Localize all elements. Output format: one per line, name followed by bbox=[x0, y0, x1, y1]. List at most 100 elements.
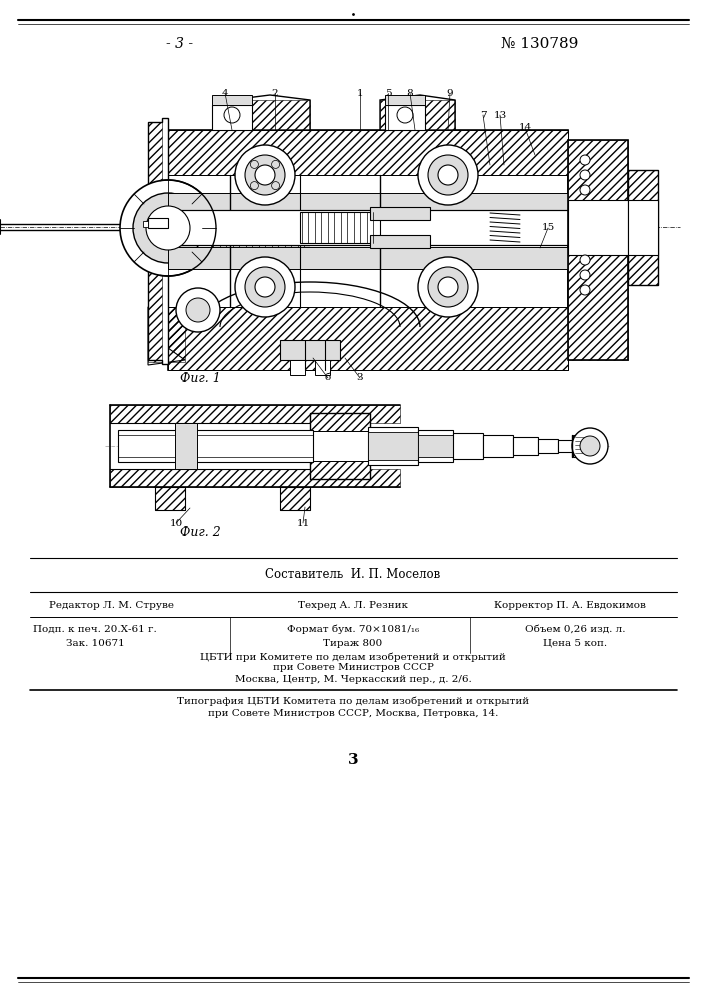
Bar bbox=[280, 340, 340, 360]
Bar bbox=[315, 360, 330, 375]
Circle shape bbox=[418, 145, 478, 205]
Text: при Совете Министров СССР, Москва, Петровка, 14.: при Совете Министров СССР, Москва, Петро… bbox=[208, 708, 498, 718]
Bar bbox=[168, 193, 568, 215]
Bar bbox=[370, 207, 430, 220]
Circle shape bbox=[245, 155, 285, 195]
Text: Цена 5 коп.: Цена 5 коп. bbox=[543, 639, 607, 648]
Text: б: б bbox=[325, 373, 331, 382]
Bar bbox=[310, 461, 370, 479]
Bar bbox=[290, 360, 305, 375]
Circle shape bbox=[133, 193, 203, 263]
Circle shape bbox=[580, 185, 590, 195]
Polygon shape bbox=[380, 95, 455, 130]
Bar bbox=[212, 105, 252, 130]
Circle shape bbox=[580, 255, 590, 265]
Bar bbox=[453, 433, 483, 459]
Circle shape bbox=[418, 257, 478, 317]
Bar bbox=[143, 221, 148, 227]
Circle shape bbox=[245, 267, 285, 307]
Text: 11: 11 bbox=[296, 518, 310, 528]
Bar bbox=[118, 430, 313, 462]
Text: Объем 0,26 изд. л.: Объем 0,26 изд. л. bbox=[525, 624, 625, 634]
Bar bbox=[418, 435, 453, 457]
Bar bbox=[573, 435, 591, 457]
Text: 7: 7 bbox=[479, 110, 486, 119]
Text: 8: 8 bbox=[407, 89, 414, 98]
Bar bbox=[385, 95, 425, 105]
Circle shape bbox=[438, 277, 458, 297]
Bar bbox=[310, 413, 370, 431]
Circle shape bbox=[224, 107, 240, 123]
Bar bbox=[568, 140, 628, 360]
Bar bbox=[110, 469, 400, 487]
Polygon shape bbox=[155, 487, 185, 510]
Circle shape bbox=[250, 160, 258, 168]
Circle shape bbox=[580, 155, 590, 165]
Bar bbox=[148, 307, 185, 362]
Text: при Совете Министров СССР: при Совете Министров СССР bbox=[273, 664, 433, 672]
Text: 9: 9 bbox=[447, 89, 453, 98]
Circle shape bbox=[176, 288, 220, 332]
Bar bbox=[568, 140, 628, 360]
Bar bbox=[175, 423, 197, 469]
Circle shape bbox=[235, 257, 295, 317]
Polygon shape bbox=[148, 307, 185, 365]
Text: Корректор П. А. Евдокимов: Корректор П. А. Евдокимов bbox=[494, 601, 646, 610]
Bar bbox=[168, 307, 568, 370]
Text: Формат бум. 70×1081/₁₆: Формат бум. 70×1081/₁₆ bbox=[287, 624, 419, 634]
Bar bbox=[558, 440, 573, 452]
Text: Составитель  И. П. Моселов: Составитель И. П. Моселов bbox=[265, 568, 440, 580]
Bar bbox=[513, 437, 538, 455]
Bar bbox=[230, 100, 310, 130]
Circle shape bbox=[428, 267, 468, 307]
Polygon shape bbox=[230, 95, 310, 130]
Bar bbox=[168, 307, 568, 370]
Circle shape bbox=[397, 107, 413, 123]
Bar bbox=[280, 487, 310, 510]
Bar bbox=[538, 439, 558, 453]
Text: Подп. к печ. 20.Х-61 г.: Подп. к печ. 20.Х-61 г. bbox=[33, 624, 157, 634]
Text: Типография ЦБТИ Комитета по делам изобретений и открытий: Типография ЦБТИ Комитета по делам изобре… bbox=[177, 696, 529, 706]
Text: Москва, Центр, М. Черкасский пер., д. 2/6.: Москва, Центр, М. Черкасский пер., д. 2/… bbox=[235, 674, 472, 684]
Text: Зак. 10671: Зак. 10671 bbox=[66, 639, 124, 648]
Text: Редактор Л. М. Струве: Редактор Л. М. Струве bbox=[49, 601, 175, 610]
Bar bbox=[483, 435, 513, 457]
Bar bbox=[385, 105, 425, 130]
Text: 14: 14 bbox=[518, 123, 532, 132]
Bar bbox=[310, 413, 370, 479]
Bar bbox=[148, 122, 162, 360]
Text: 2: 2 bbox=[271, 89, 279, 98]
Bar bbox=[168, 130, 568, 175]
Bar bbox=[628, 200, 658, 255]
Text: 3: 3 bbox=[348, 753, 358, 767]
Text: 3: 3 bbox=[357, 373, 363, 382]
Text: ЦБТИ при Комитете по делам изобретений и открытий: ЦБТИ при Комитете по делам изобретений и… bbox=[200, 652, 506, 662]
Bar bbox=[168, 130, 568, 370]
Bar bbox=[380, 100, 455, 130]
Circle shape bbox=[250, 182, 258, 190]
Bar bbox=[212, 95, 252, 105]
Circle shape bbox=[580, 285, 590, 295]
Bar bbox=[110, 405, 400, 423]
Circle shape bbox=[146, 206, 190, 250]
Text: № 130789: № 130789 bbox=[501, 37, 579, 51]
Bar bbox=[568, 200, 628, 255]
Text: Фиг. 1: Фиг. 1 bbox=[180, 371, 221, 384]
Circle shape bbox=[271, 160, 279, 168]
Text: 5: 5 bbox=[385, 89, 391, 98]
Bar bbox=[168, 210, 598, 245]
Bar bbox=[168, 247, 568, 269]
Bar bbox=[368, 427, 418, 465]
Circle shape bbox=[255, 165, 275, 185]
Bar bbox=[418, 430, 453, 462]
Text: Тираж 800: Тираж 800 bbox=[323, 639, 382, 648]
Circle shape bbox=[271, 182, 279, 190]
Bar bbox=[155, 487, 185, 510]
Text: 15: 15 bbox=[542, 224, 554, 232]
Bar bbox=[368, 432, 418, 460]
Polygon shape bbox=[148, 118, 168, 364]
Circle shape bbox=[580, 270, 590, 280]
Polygon shape bbox=[280, 487, 310, 510]
Bar bbox=[370, 235, 430, 248]
Circle shape bbox=[235, 145, 295, 205]
